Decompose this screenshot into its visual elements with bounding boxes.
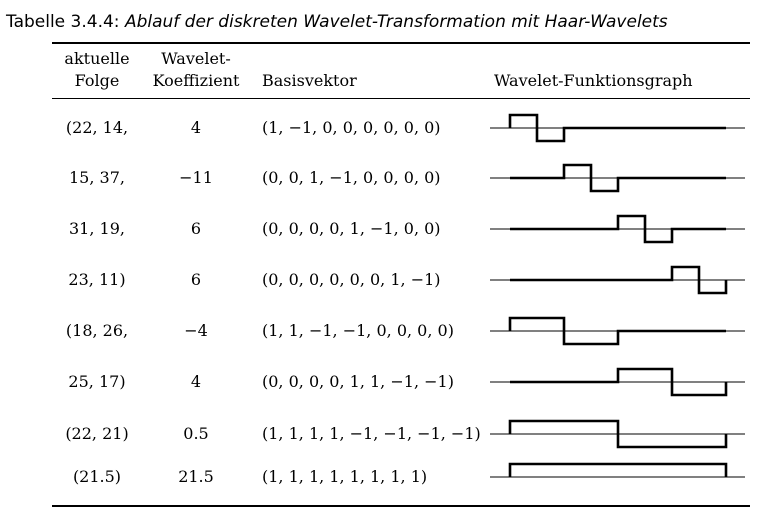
top-rule [52, 42, 750, 44]
cell-wavelet-koeffizient: 6 [190, 270, 202, 289]
wavelet-graph [490, 113, 745, 143]
cell-basisvektor: (1, 1, 1, 1, −1, −1, −1, −1) [262, 424, 481, 443]
table-caption: Tabelle 3.4.4: Ablauf der diskreten Wave… [6, 12, 668, 32]
cell-wavelet-koeffizient: 6 [190, 219, 202, 238]
haar-wavelet-step-line [510, 265, 728, 295]
cell-basisvektor: (1, −1, 0, 0, 0, 0, 0, 0) [262, 118, 441, 137]
haar-wavelet-step-line [508, 316, 726, 346]
header-line: Folge [74, 71, 120, 90]
cell-basisvektor: (0, 0, 1, −1, 0, 0, 0, 0) [262, 168, 441, 187]
cell-wavelet-koeffizient: 0.5 [183, 424, 209, 443]
wavelet-graph [490, 462, 745, 478]
cell-basisvektor: (1, 1, 1, 1, 1, 1, 1, 1) [262, 467, 428, 486]
bottom-rule [52, 505, 750, 507]
cell-aktuelle-folge: 31, 19, [69, 219, 125, 238]
cell-basisvektor: (0, 0, 0, 0, 1, −1, 0, 0) [262, 219, 441, 238]
cell-basisvektor: (0, 0, 0, 0, 0, 0, 1, −1) [262, 270, 441, 289]
cell-aktuelle-folge: (21.5) [72, 467, 122, 486]
wavelet-graph [490, 163, 745, 193]
cell-aktuelle-folge: (22, 14, [65, 118, 129, 137]
header-wavelet-koeffizient: Wavelet- Koeffizient [148, 48, 244, 92]
haar-wavelet-step-line [510, 214, 726, 244]
cell-aktuelle-folge: 15, 37, [69, 168, 125, 187]
haar-wavelet-step-line [510, 163, 726, 193]
header-line: Wavelet- [161, 49, 231, 68]
wavelet-graph [490, 265, 745, 295]
cell-aktuelle-folge: (22, 21) [65, 424, 129, 443]
header-basisvektor: Basisvektor [262, 71, 357, 90]
cell-aktuelle-folge: 23, 11) [68, 270, 126, 289]
haar-wavelet-step-line [508, 462, 728, 477]
haar-wavelet-step-line [508, 419, 728, 449]
cell-aktuelle-folge: (18, 26, [65, 321, 129, 340]
header-aktuelle-folge: aktuelle Folge [58, 48, 136, 92]
haar-wavelet-step-line [510, 367, 728, 397]
wavelet-graph [490, 419, 745, 449]
header-wavelet-funktionsgraph: Wavelet-Funktionsgraph [494, 71, 693, 90]
cell-wavelet-koeffizient: 4 [190, 118, 202, 137]
cell-aktuelle-folge: 25, 17) [68, 372, 126, 391]
cell-basisvektor: (1, 1, −1, −1, 0, 0, 0, 0) [262, 321, 454, 340]
caption-label: Tabelle 3.4.4: [6, 12, 120, 32]
cell-wavelet-koeffizient: 4 [190, 372, 202, 391]
cell-basisvektor: (0, 0, 0, 0, 1, 1, −1, −1) [262, 372, 454, 391]
wavelet-graph [490, 214, 745, 244]
header-line: aktuelle [64, 49, 130, 68]
haar-wavelet-step-line [508, 113, 726, 143]
header-line: Koeffizient [152, 71, 240, 90]
header-rule [52, 98, 750, 99]
wavelet-graph [490, 367, 745, 397]
wavelet-graph [490, 316, 745, 346]
cell-wavelet-koeffizient: −4 [184, 321, 208, 340]
cell-wavelet-koeffizient: −11 [179, 168, 213, 187]
cell-wavelet-koeffizient: 21.5 [178, 467, 214, 486]
caption-title: Ablauf der diskreten Wavelet-Transformat… [124, 12, 668, 32]
